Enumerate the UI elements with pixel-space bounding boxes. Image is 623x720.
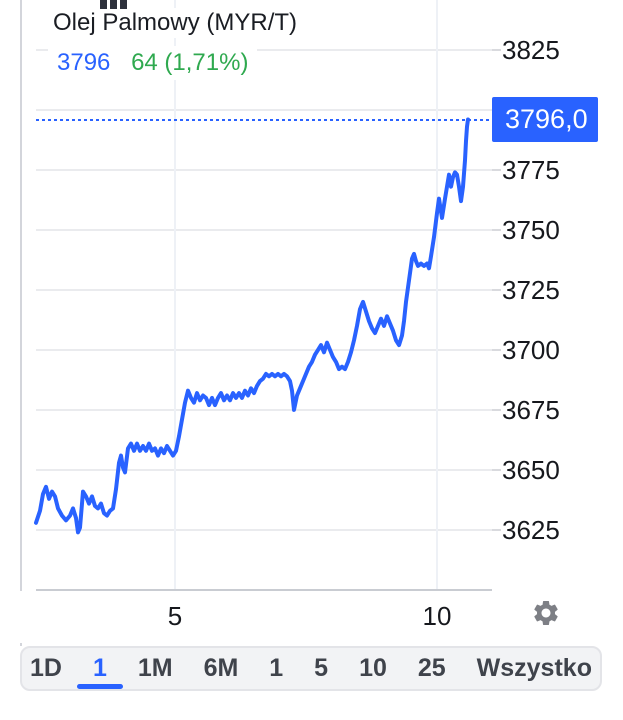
range-button-label: 1D [30, 654, 62, 682]
price-tick-label: 3775 [502, 154, 560, 185]
price-tick-mark [492, 348, 501, 351]
range-button-1m[interactable]: 1M [135, 648, 176, 689]
range-button-5[interactable]: 5 [311, 648, 331, 689]
last-price-value: 3796 [57, 49, 111, 76]
gridline-vertical [436, 0, 438, 589]
range-button-1[interactable]: 1 [76, 648, 123, 689]
range-button-1d[interactable]: 1D [27, 648, 65, 689]
range-toolbar: 1D 1 1M 6M 1 5 10 25 Wszystko [20, 646, 602, 691]
gridline-horizontal [36, 348, 492, 351]
gridline-vertical [174, 0, 176, 589]
price-tick-mark [492, 288, 501, 291]
price-line-series [34, 117, 470, 535]
settings-button[interactable] [526, 593, 566, 633]
price-tick-mark [492, 228, 501, 231]
price-tick-label: 3700 [502, 334, 560, 365]
price-change-value: 64 (1,71%) [131, 49, 249, 76]
range-button-6m[interactable]: 6M [201, 648, 242, 689]
range-button-label: Wszystko [476, 654, 592, 682]
gridline-horizontal [36, 228, 492, 231]
symbol-title: Olej Palmowy (MYR/T) [48, 8, 298, 38]
range-button-label: 1M [137, 654, 173, 682]
range-button-label: 10 [359, 654, 387, 682]
gridline-horizontal [36, 48, 492, 51]
price-tick-label: 3650 [502, 454, 560, 485]
range-button-label: 1 [92, 654, 107, 682]
price-tick-mark [492, 468, 501, 471]
price-tick-label: 3625 [502, 514, 560, 545]
price-tick-mark [492, 408, 501, 411]
time-tick-label: 5 [167, 601, 183, 631]
time-tick-label: 10 [422, 601, 452, 631]
gridline-horizontal [36, 108, 492, 111]
gridline-horizontal [36, 528, 492, 531]
range-button-label: 5 [314, 654, 329, 682]
active-range-underline [76, 684, 123, 689]
range-button-wszystko[interactable]: Wszystko [474, 648, 595, 689]
range-button-label: 1 [269, 654, 284, 682]
pane-left-border [20, 0, 22, 646]
price-tick-label: 3725 [502, 274, 560, 305]
price-tick-label: 3750 [502, 214, 560, 245]
range-button-label: 6M [203, 654, 239, 682]
price-tick-mark [492, 528, 501, 531]
gear-icon [531, 598, 561, 628]
price-tick-mark [492, 168, 501, 171]
gridline-horizontal [36, 408, 492, 411]
price-tick-label: 3825 [502, 34, 560, 65]
time-axis-border [36, 589, 598, 591]
range-button-10[interactable]: 10 [356, 648, 390, 689]
range-button-25[interactable]: 25 [415, 648, 449, 689]
price-chart-pane[interactable]: Olej Palmowy (MYR/T) 3796 64 (1,71%) [20, 0, 492, 589]
price-tick-label: 3675 [502, 394, 560, 425]
range-button-label: 25 [417, 654, 446, 682]
chart-legend: Olej Palmowy (MYR/T) 3796 64 (1,71%) [48, 8, 298, 80]
gridline-horizontal [36, 168, 492, 171]
time-axis[interactable]: 5 10 [20, 591, 598, 643]
gridline-horizontal [36, 288, 492, 291]
range-button-1-b[interactable]: 1 [266, 648, 286, 689]
last-price-line [36, 118, 492, 121]
price-scale[interactable]: 382538003775375037253700367536503625 379… [492, 0, 598, 643]
gridline-horizontal [36, 468, 492, 471]
price-tick-mark [492, 48, 501, 51]
last-price-badge: 3796,0 [492, 97, 598, 143]
columns-icon[interactable] [100, 0, 127, 9]
last-price-badge-text: 3796,0 [505, 104, 588, 135]
